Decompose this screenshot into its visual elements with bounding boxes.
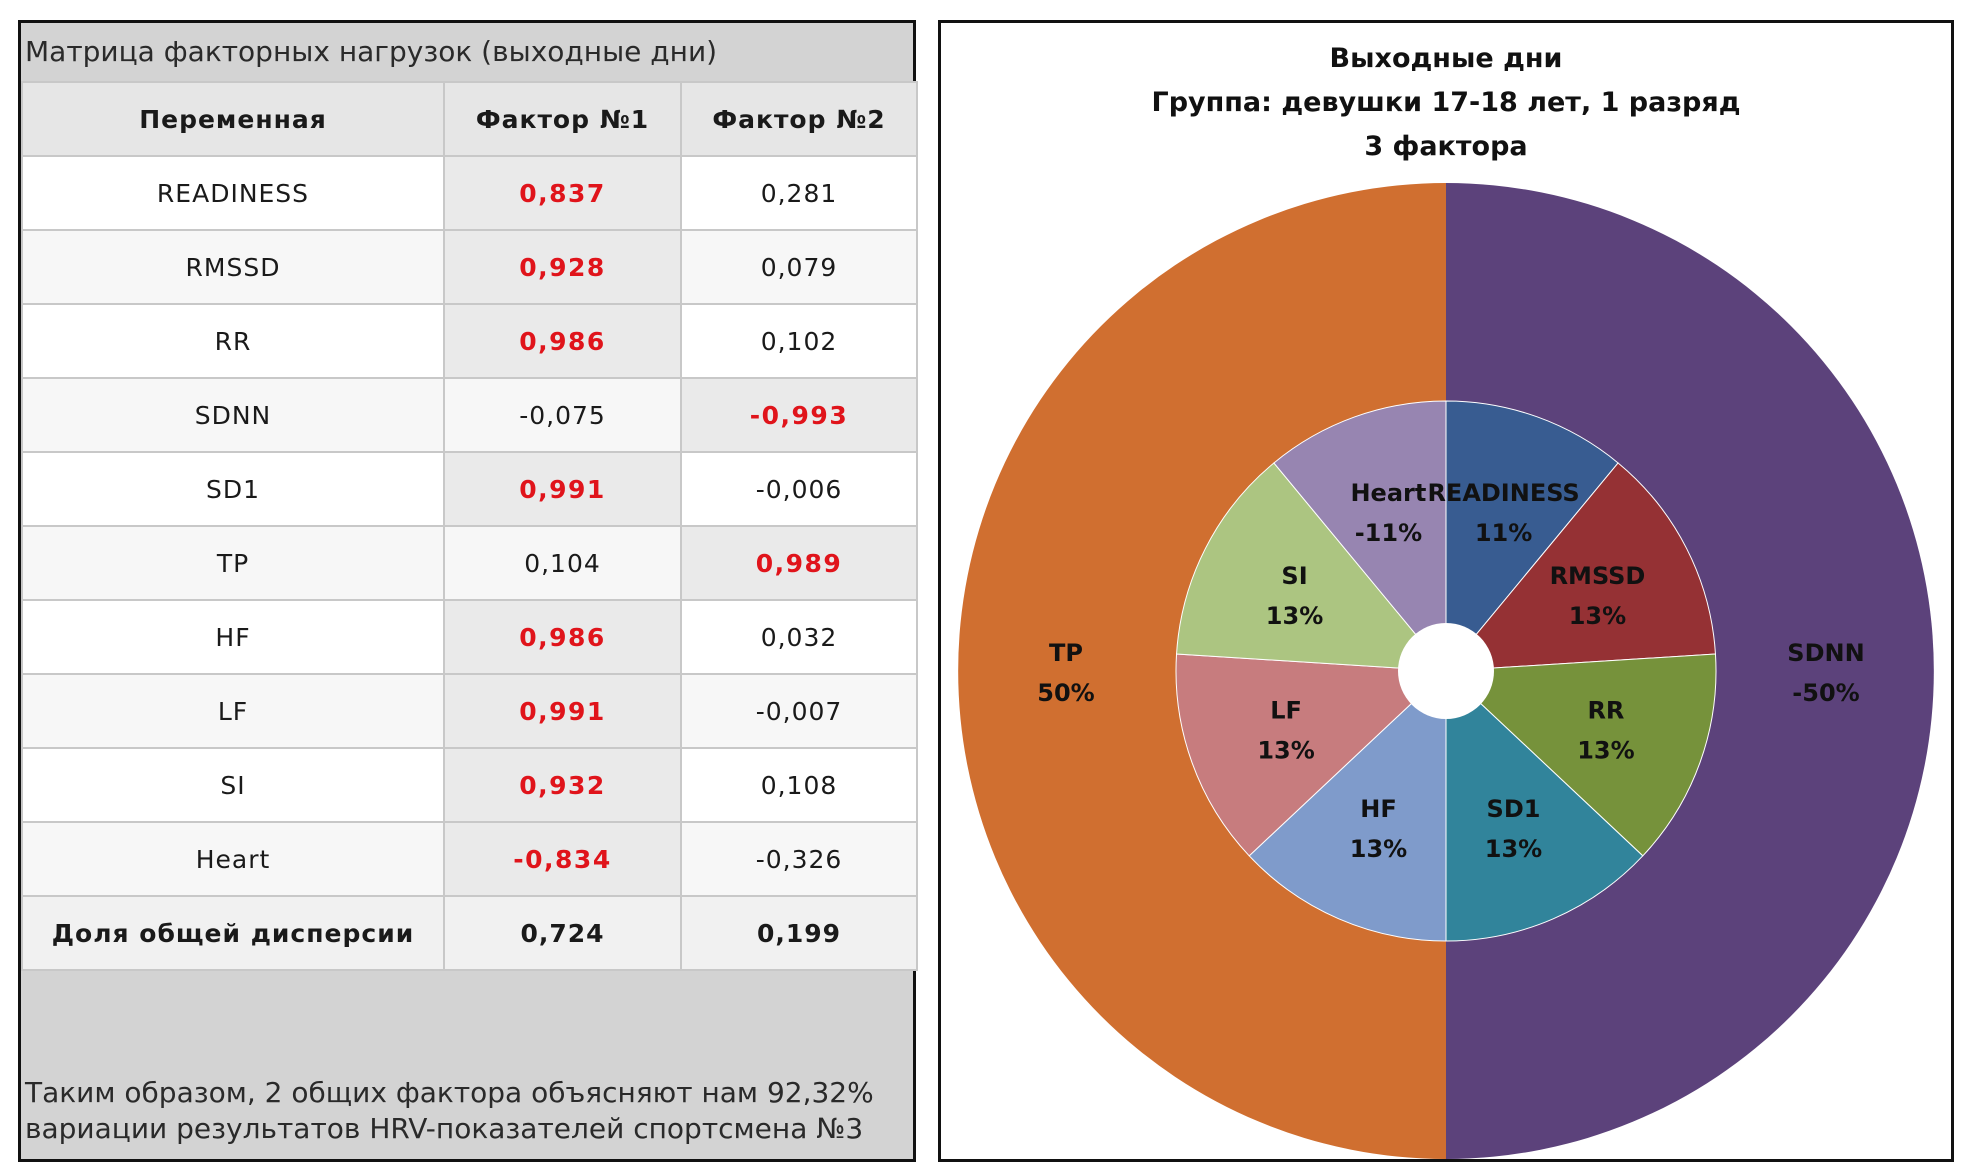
inner-slice-rmssd <box>1444 462 1716 672</box>
table-row: HF 0,986 0,032 <box>21 599 918 675</box>
factor-2-cell: 0,989 <box>680 525 918 601</box>
factor-2-cell: -0,993 <box>680 377 918 453</box>
slice-label-rr: RR 13% <box>1577 697 1634 765</box>
table-row: RR 0,986 0,102 <box>21 303 918 379</box>
variance-factor-2: 0,199 <box>680 895 918 971</box>
slice-label-hf: HF 13% <box>1350 795 1407 863</box>
header-factor-2: Фактор №2 <box>680 81 918 157</box>
variable-cell: LF <box>21 673 445 749</box>
slice-label-readiness: READINESS 11% <box>1427 479 1579 547</box>
variable-cell: SI <box>21 747 445 823</box>
variable-cell: READINESS <box>21 155 445 231</box>
table-row: LF 0,991 -0,007 <box>21 673 918 749</box>
factor-1-cell: 0,991 <box>443 451 682 527</box>
table-row: SI 0,932 0,108 <box>21 747 918 823</box>
factor-1-cell: 0,932 <box>443 747 682 823</box>
table-header-row: Переменная Фактор №1 Фактор №2 <box>21 81 918 157</box>
factor-2-cell: 0,079 <box>680 229 918 305</box>
header-variable: Переменная <box>21 81 445 157</box>
variable-cell: RR <box>21 303 445 379</box>
inner-slice-lf <box>1175 653 1448 857</box>
table-row: READINESS 0,837 0,281 <box>21 155 918 231</box>
factor-1-cell: 0,986 <box>443 303 682 379</box>
conclusion-line-1: Таким образом, 2 общих фактора объясняют… <box>25 1076 874 1109</box>
inner-slice-rr <box>1444 653 1717 857</box>
variable-cell: TP <box>21 525 445 601</box>
table-row: Heart -0,834 -0,326 <box>21 821 918 897</box>
pie-chart: Выходные дни Группа: девушки 17-18 лет, … <box>958 43 1934 1159</box>
factor-1-cell: 0,928 <box>443 229 682 305</box>
inner-slice-readiness <box>1445 400 1619 673</box>
factor-2-cell: 0,108 <box>680 747 918 823</box>
conclusion-text: Таким образом, 2 общих фактора объясняют… <box>25 1075 905 1147</box>
variance-label: Доля общей дисперсии <box>21 895 445 971</box>
chart-title-line-2: Группа: девушки 17-18 лет, 1 разряд <box>1151 87 1740 118</box>
inner-slice-si <box>1176 462 1448 672</box>
variable-cell: SD1 <box>21 451 445 527</box>
variable-cell: RMSSD <box>21 229 445 305</box>
factor-1-cell: -0,834 <box>443 821 682 897</box>
header-factor-1: Фактор №1 <box>443 81 682 157</box>
slice-label-si: SI 13% <box>1266 562 1323 630</box>
factor-2-cell: 0,281 <box>680 155 918 231</box>
variable-cell: SDNN <box>21 377 445 453</box>
factor-loadings-panel: Матрица факторных нагрузок (выходные дни… <box>18 20 918 1162</box>
slice-label-lf: LF 13% <box>1257 697 1314 765</box>
factor-1-cell: 0,837 <box>443 155 682 231</box>
table-row: TP 0,104 0,989 <box>21 525 918 601</box>
factor-2-cell: 0,032 <box>680 599 918 675</box>
variable-cell: Heart <box>21 821 445 897</box>
table-caption: Матрица факторных нагрузок (выходные дни… <box>25 35 718 68</box>
factor-1-cell: 0,986 <box>443 599 682 675</box>
table-row: RMSSD 0,928 0,079 <box>21 229 918 305</box>
factor-loadings-table: Переменная Фактор №1 Фактор №2 READINESS… <box>21 81 918 971</box>
chart-title-line-1: Выходные дни <box>1330 43 1563 74</box>
inner-slice-heart <box>1273 400 1447 673</box>
factor-2-cell: -0,007 <box>680 673 918 749</box>
factor-1-cell: -0,075 <box>443 377 682 453</box>
factor-1-cell: 0,104 <box>443 525 682 601</box>
chart-title-line-3: 3 фактора <box>1364 131 1527 162</box>
factor-1-cell: 0,991 <box>443 673 682 749</box>
conclusion-line-2: вариации результатов HRV-показателей спо… <box>25 1112 864 1145</box>
inner-pie <box>1175 400 1717 942</box>
factor-2-cell: -0,326 <box>680 821 918 897</box>
factor-2-cell: -0,006 <box>680 451 918 527</box>
slice-label-outer-sdnn: SDNN -50% <box>1787 639 1864 707</box>
slice-label-sd1: SD1 13% <box>1485 795 1542 863</box>
variance-factor-1: 0,724 <box>443 895 682 971</box>
slice-labels: SDNN -50% TP 50% READINESS 11% RMSSD 13% RR 13% SD… <box>1037 479 1864 863</box>
variable-cell: HF <box>21 599 445 675</box>
table-row: SDNN -0,075 -0,993 <box>21 377 918 453</box>
table-row: SD1 0,991 -0,006 <box>21 451 918 527</box>
slice-label-rmssd: RMSSD 13% <box>1550 562 1646 630</box>
center-hole <box>1398 623 1494 719</box>
factor-2-cell: 0,102 <box>680 303 918 379</box>
variance-total-row: Доля общей дисперсии 0,724 0,199 <box>21 895 918 971</box>
pie-chart-panel: Выходные дни Группа: девушки 17-18 лет, … <box>938 20 1954 1162</box>
slice-label-heart: Heart -11% <box>1350 479 1426 547</box>
inner-slice-hf <box>1248 669 1447 942</box>
inner-slice-sd1 <box>1445 669 1644 942</box>
slice-label-outer-tp: TP 50% <box>1037 639 1094 707</box>
